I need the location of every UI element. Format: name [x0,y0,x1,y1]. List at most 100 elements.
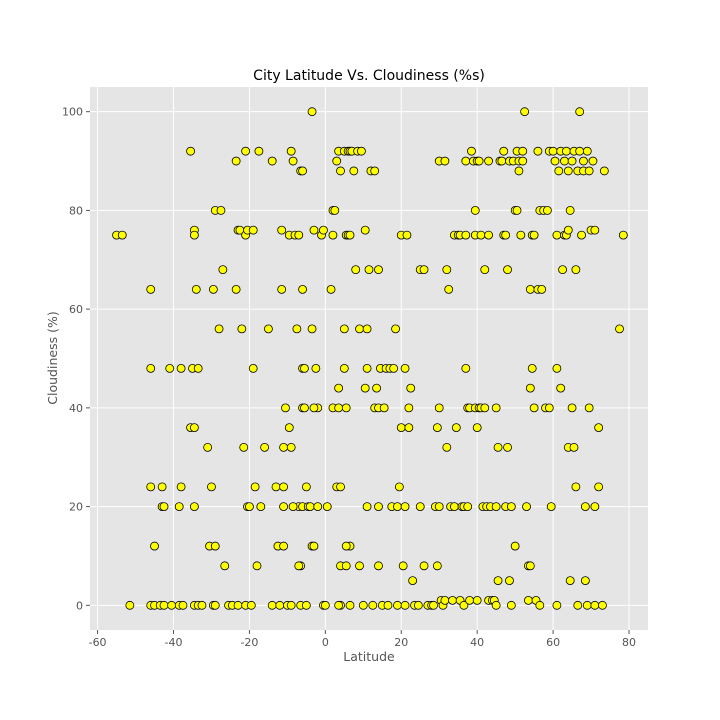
data-point [334,600,344,610]
data-point [245,502,254,511]
data-point [286,146,296,156]
data-point [146,363,156,373]
y-tick-label: 60 [69,303,83,316]
data-point [334,403,344,413]
data-point [588,156,598,166]
data-point [450,502,459,511]
data-point [305,502,315,511]
data-point [252,561,262,571]
data-point [565,206,575,215]
data-point [590,502,600,511]
data-point [250,482,260,492]
grid-lines [90,87,648,630]
x-tick-label: 80 [622,636,636,649]
data-point [524,595,533,605]
data-point [533,146,543,156]
data-point [573,600,583,610]
data-point [402,230,412,240]
data-point [301,482,311,492]
data-point [355,561,364,571]
data-point [309,541,319,551]
data-point [357,146,366,156]
data-point [432,561,442,571]
data-point [522,502,531,511]
data-point [529,403,539,413]
data-point [525,561,535,571]
data-point [345,230,355,240]
data-point [491,600,501,610]
data-point [599,166,609,176]
data-point [288,156,298,166]
data-point [476,230,486,240]
x-tick-label: 40 [470,636,484,649]
data-point [328,230,338,240]
data-point [216,206,226,215]
data-point [561,146,571,156]
data-point [594,423,604,433]
data-point [178,600,188,610]
data-point [393,502,402,511]
data-point [406,383,416,393]
data-point [362,324,372,334]
data-point [301,600,311,610]
data-point [594,482,604,492]
data-point [288,502,298,511]
data-point [341,541,351,551]
data-point [286,442,296,452]
data-point [560,156,569,166]
data-point [237,324,247,334]
data-point [400,363,410,373]
data-point [543,206,552,215]
data-point [448,595,457,605]
data-point [277,225,287,235]
data-point [400,502,410,511]
data-point [248,225,258,235]
data-point [590,225,600,235]
data-point [440,595,450,605]
data-point [516,230,526,240]
data-point [210,600,220,610]
data-point [322,502,332,511]
data-point [364,265,374,275]
data-point [444,284,454,294]
data-point [575,146,585,156]
data-point [292,324,302,334]
data-point [480,403,490,413]
data-point [275,600,285,610]
data-point [286,600,296,610]
data-point [279,502,288,511]
data-point [544,403,554,413]
data-point [125,600,135,610]
data-point [197,600,207,610]
data-point [584,166,594,176]
data-point [208,284,218,294]
data-point [567,156,577,166]
data-point [260,442,270,452]
data-point [556,383,566,393]
data-point [374,265,383,275]
data-point [434,403,444,413]
data-point [419,561,429,571]
x-tick-label: -40 [165,636,183,649]
data-point [598,600,607,610]
x-axis-label: Latitude [343,649,395,664]
data-point [493,442,503,452]
data-point [279,482,288,492]
data-point [379,403,389,413]
data-point [582,600,592,610]
data-point [480,265,490,275]
data-point [512,206,522,215]
data-point [332,156,342,166]
data-points [112,107,628,610]
data-point [432,423,442,433]
data-point [400,600,410,610]
data-point [360,225,370,235]
y-tick-label: 40 [69,402,83,415]
data-point [615,324,624,334]
data-point [239,442,249,452]
data-point [351,265,361,275]
data-point [442,265,452,275]
data-point [176,482,186,492]
data-point [506,600,516,610]
